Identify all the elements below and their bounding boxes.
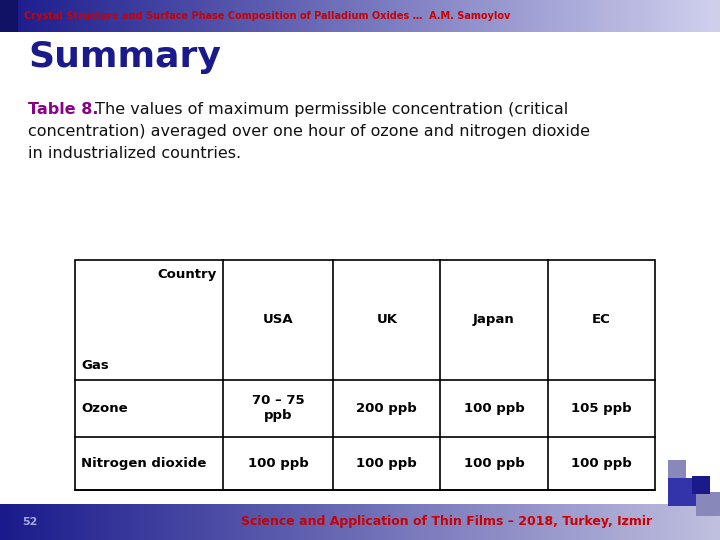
- Text: EC: EC: [592, 313, 611, 326]
- Text: 105 ppb: 105 ppb: [571, 402, 631, 415]
- Text: Nitrogen dioxide: Nitrogen dioxide: [81, 457, 207, 470]
- Text: 200 ppb: 200 ppb: [356, 402, 417, 415]
- Bar: [692, 476, 710, 494]
- Text: Table 8.: Table 8.: [28, 102, 99, 117]
- Text: 100 ppb: 100 ppb: [571, 457, 631, 470]
- Text: Ozone: Ozone: [81, 402, 127, 415]
- Bar: [696, 492, 720, 516]
- Text: The values of maximum permissible concentration (critical: The values of maximum permissible concen…: [90, 102, 568, 117]
- Bar: [75, 260, 655, 490]
- Text: Science and Application of Thin Films – 2018, Turkey, Izmir: Science and Application of Thin Films – …: [240, 516, 652, 529]
- Text: Crystal Structure and Surface Phase Composition of Palladium Oxides …  A.M. Samo: Crystal Structure and Surface Phase Comp…: [24, 11, 510, 21]
- Text: Country: Country: [158, 268, 217, 281]
- Text: 100 ppb: 100 ppb: [464, 402, 524, 415]
- Text: 70 – 75
ppb: 70 – 75 ppb: [252, 394, 305, 422]
- Text: Japan: Japan: [473, 313, 515, 326]
- Text: USA: USA: [263, 313, 293, 326]
- Text: 100 ppb: 100 ppb: [464, 457, 524, 470]
- Text: Summary: Summary: [28, 40, 221, 74]
- Text: concentration) averaged over one hour of ozone and nitrogen dioxide: concentration) averaged over one hour of…: [28, 124, 590, 139]
- Bar: [668, 478, 696, 506]
- Text: 100 ppb: 100 ppb: [248, 457, 308, 470]
- Bar: [668, 460, 686, 478]
- Bar: [0, 0, 18, 32]
- Text: UK: UK: [377, 313, 397, 326]
- Text: in industrialized countries.: in industrialized countries.: [28, 146, 241, 161]
- Text: 100 ppb: 100 ppb: [356, 457, 417, 470]
- Text: 52: 52: [22, 517, 37, 527]
- Text: Gas: Gas: [81, 359, 109, 372]
